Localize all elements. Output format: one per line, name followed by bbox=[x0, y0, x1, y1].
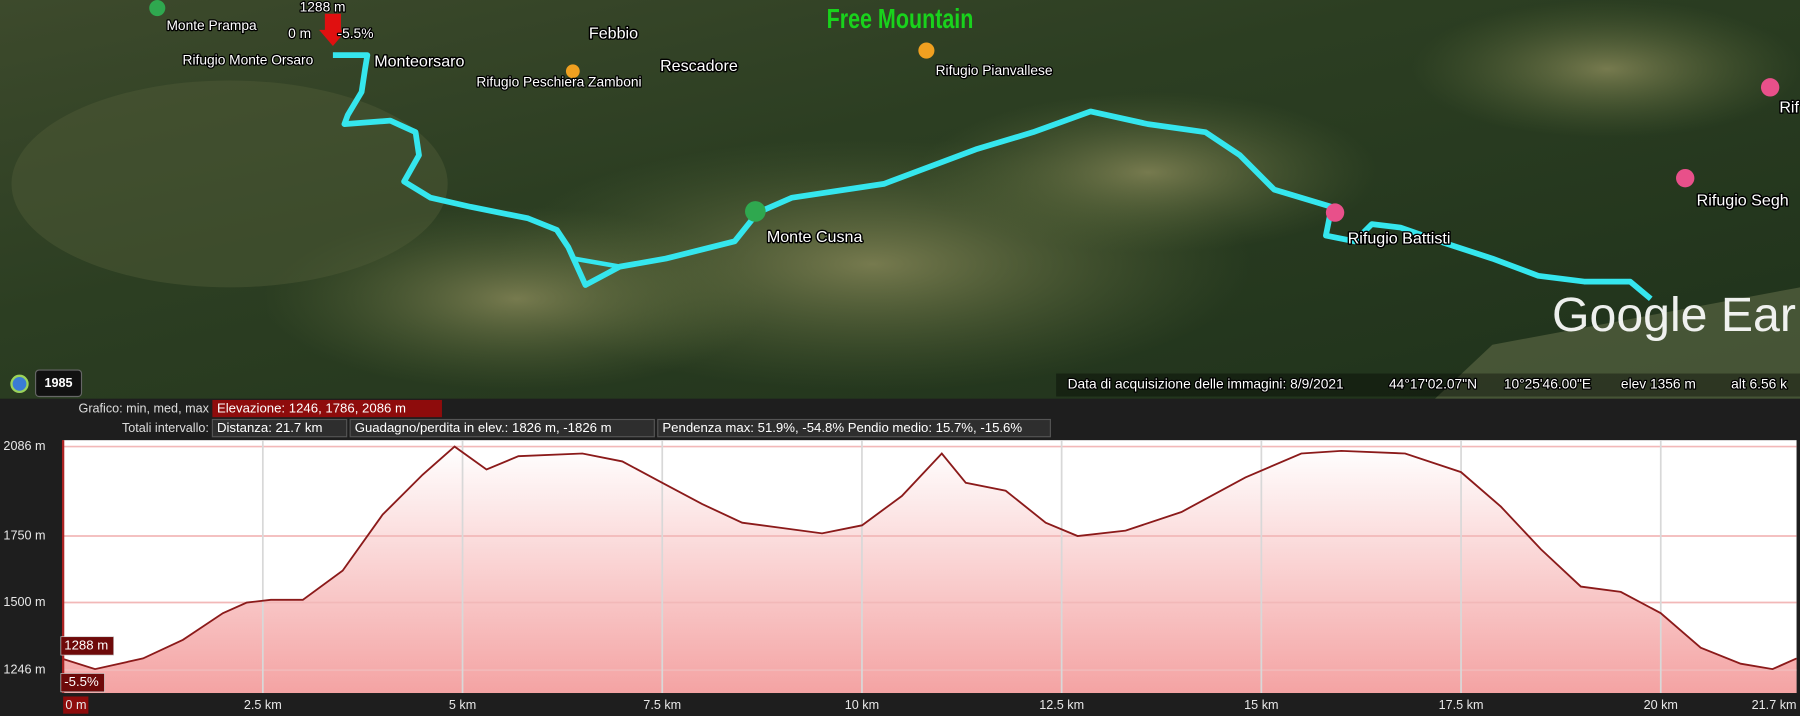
place-label: Rifugio Pianvallese bbox=[936, 63, 1053, 78]
logo: Google Ear bbox=[1552, 288, 1796, 342]
place-label: Rifugio Monte Orsaro bbox=[183, 53, 314, 68]
place-label: Rif bbox=[1779, 98, 1799, 116]
status-bar bbox=[1056, 373, 1800, 397]
pin bbox=[1760, 78, 1780, 97]
x-tick-label: 12.5 km bbox=[1039, 698, 1084, 712]
place-label: Rifugio Battisti bbox=[1348, 229, 1451, 247]
x-tick-label: 21.7 km bbox=[1752, 698, 1797, 712]
x-tick-label: 2.5 km bbox=[244, 698, 282, 712]
cursor-elevation: 1288 m bbox=[300, 0, 346, 15]
profile-line bbox=[62, 445, 1797, 671]
terrain bbox=[11, 80, 448, 288]
history-icon[interactable] bbox=[10, 374, 29, 394]
status-text: alt 6.56 k bbox=[1731, 377, 1787, 392]
status-text: 44°17'02.07"N bbox=[1389, 377, 1477, 392]
place-label: Rescadore bbox=[660, 57, 738, 75]
map[interactable]: Monte Prampa Rifugio Monte Orsaro Monteo… bbox=[0, 0, 1800, 399]
terrain bbox=[1412, 0, 1800, 138]
year-button[interactable] bbox=[35, 369, 83, 398]
place-label: Monteorsaro bbox=[374, 52, 464, 70]
pin bbox=[745, 201, 766, 222]
cursor-slope: -5.5% bbox=[337, 26, 373, 41]
header-box bbox=[349, 418, 655, 438]
route bbox=[570, 255, 621, 286]
x-tick-label: 10 km bbox=[845, 698, 879, 712]
place-label: Monte Cusna bbox=[767, 228, 863, 246]
x-tick-highlight bbox=[63, 696, 89, 714]
x-tick-label: 17.5 km bbox=[1439, 698, 1484, 712]
header-box[interactable] bbox=[212, 399, 442, 418]
place-label: Monte Prampa bbox=[166, 18, 257, 33]
y-tick-label: 2086 m bbox=[3, 439, 45, 453]
route bbox=[332, 52, 1653, 302]
header-stat: Pendenza max: 51.9%, -54.8% Pendio medio… bbox=[662, 420, 1022, 435]
cursor-box bbox=[60, 673, 105, 693]
cursor-slope-label: -5.5% bbox=[64, 674, 99, 689]
y-tick-label: 1246 m bbox=[3, 662, 45, 676]
status-text: elev 1356 m bbox=[1621, 377, 1696, 392]
watermark: Free Mountain bbox=[827, 5, 974, 35]
cursor-distance: 0 m bbox=[288, 26, 311, 41]
header-box bbox=[657, 418, 1051, 438]
header-label: Totali intervallo: bbox=[122, 421, 209, 435]
year: 1985 bbox=[45, 376, 73, 390]
header-label: Grafico: min, med, max bbox=[79, 401, 210, 415]
header-stat: Guadagno/perdita in elev.: 1826 m, -1826… bbox=[355, 420, 612, 435]
x-tick-label: 5 km bbox=[449, 698, 476, 712]
cursor-elevation-label: 1288 m bbox=[64, 637, 108, 652]
header-stat: Elevazione: 1246, 1786, 2086 m bbox=[217, 401, 406, 416]
x-tick-label: 20 km bbox=[1644, 698, 1678, 712]
cursor-box bbox=[60, 636, 114, 656]
place-label: Rifugio Peschiera Zamboni bbox=[476, 74, 641, 89]
header-box bbox=[211, 418, 348, 438]
profile-chart: 1246 m 1500 m 1750 m 2086 m 0 m 2.5 km 5 km 7.5… bbox=[3, 439, 1797, 714]
status-text: 10°25'46.00"E bbox=[1504, 377, 1591, 392]
pin bbox=[149, 0, 166, 17]
x-tick-label: 7.5 km bbox=[643, 698, 681, 712]
area bbox=[63, 446, 1797, 694]
y-tick-label: 1500 m bbox=[3, 595, 45, 609]
y-tick-label: 1750 m bbox=[3, 528, 45, 542]
pin bbox=[1325, 203, 1345, 222]
status-text: Data di acquisizione delle immagini: 8/9… bbox=[1068, 377, 1344, 392]
terrain bbox=[918, 91, 1378, 253]
x-tick-label: 15 km bbox=[1244, 698, 1278, 712]
place-label: Febbio bbox=[589, 25, 638, 43]
cursor-marker bbox=[319, 13, 347, 46]
x-tick-label: 0 m bbox=[65, 698, 86, 712]
terrain bbox=[1434, 287, 1800, 399]
pin bbox=[1676, 168, 1695, 188]
pin bbox=[565, 64, 580, 79]
header-stat: Distanza: 21.7 km bbox=[217, 420, 322, 435]
pin bbox=[918, 42, 935, 59]
place-label: Rifugio Segh bbox=[1697, 191, 1789, 209]
